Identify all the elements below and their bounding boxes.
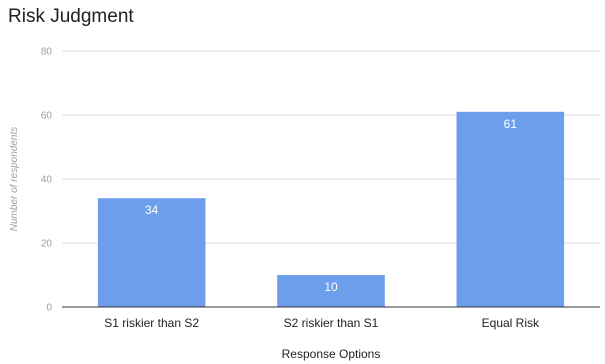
bar-data-label: 61 xyxy=(504,117,518,131)
category-label: S2 riskier than S1 xyxy=(284,316,379,330)
bar xyxy=(277,275,385,307)
chart-title: Risk Judgment xyxy=(8,6,134,27)
y-axis-title: Number of respondents xyxy=(9,127,20,232)
bars xyxy=(97,111,565,307)
bar-data-label: 34 xyxy=(145,203,159,217)
bar xyxy=(97,198,206,307)
y-tick-label: 60 xyxy=(41,111,53,122)
bar xyxy=(456,111,565,307)
y-tick-label: 40 xyxy=(41,175,53,186)
y-tick-labels: 0 20 40 60 80 xyxy=(41,47,53,314)
bar-data-label: 10 xyxy=(324,280,338,294)
category-labels: S1 riskier than S2 S2 riskier than S1 Equa… xyxy=(104,316,540,330)
category-label: S1 riskier than S2 xyxy=(104,316,199,330)
y-tick-label: 20 xyxy=(41,239,53,250)
data-labels: 34 10 61 xyxy=(145,117,517,294)
y-tick-label: 80 xyxy=(41,47,53,58)
x-axis-title: Response Options xyxy=(282,347,381,361)
category-label: Equal Risk xyxy=(482,316,540,330)
y-tick-label: 0 xyxy=(46,303,52,314)
